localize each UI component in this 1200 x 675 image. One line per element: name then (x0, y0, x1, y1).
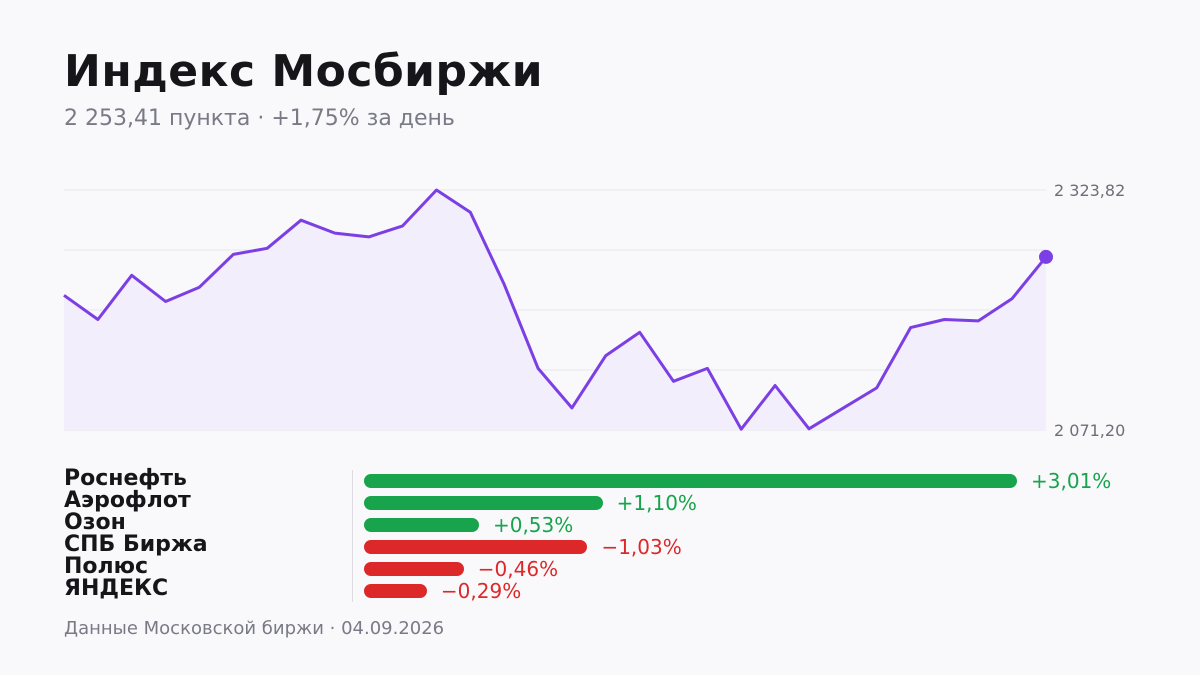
mover-bar (364, 540, 588, 554)
data-point (96, 318, 100, 322)
data-point (197, 285, 201, 289)
mover-name: Полюс (64, 554, 149, 579)
data-point (773, 384, 777, 388)
data-point (942, 318, 946, 322)
mover-name: Роснефть (64, 466, 187, 491)
mover-value: +3,01% (1031, 469, 1112, 493)
data-point (164, 299, 168, 303)
y-tick-label-min: 2 071,20 (1054, 421, 1125, 440)
data-point (672, 379, 676, 383)
data-point (807, 427, 811, 431)
data-point (62, 293, 66, 297)
index-line (63, 188, 1048, 431)
mover-name: СПБ Биржа (64, 532, 208, 557)
data-point (909, 326, 913, 330)
mover-value: +1,10% (616, 491, 697, 515)
mover-value: −0,29% (440, 579, 522, 603)
data-source-note: Данные Московской биржи · 04.09.2026 (64, 618, 445, 639)
data-point (265, 246, 269, 250)
mover-value: −1,03% (601, 535, 682, 559)
data-point (705, 366, 709, 370)
mover-name: Аэрофлот (64, 488, 191, 513)
data-point (536, 366, 540, 370)
mover-bar (364, 584, 427, 598)
mover-bar (364, 474, 1017, 488)
mover-value: +0,53% (492, 513, 574, 537)
data-point (502, 282, 506, 286)
data-point (401, 224, 405, 228)
data-point (367, 235, 371, 239)
index-line-chart: 2 323,82 2 071,20 (62, 181, 1125, 440)
data-point (976, 319, 980, 323)
data-point (875, 386, 879, 390)
mover-bar (364, 496, 603, 510)
mover-name: ЯНДЕКС (64, 576, 169, 601)
data-point (434, 188, 438, 192)
top-movers-list: Роснефть +3,01% Аэрофлот +1,10% Озон +0,… (0, 466, 1200, 608)
index-area-fill (64, 190, 1046, 430)
data-point (130, 273, 134, 277)
data-point (1010, 297, 1014, 301)
data-point (231, 252, 235, 256)
data-point (604, 354, 608, 358)
data-point (299, 218, 303, 222)
index-summary: 2 253,41 пункта · +1,75% за день (64, 106, 455, 131)
y-tick-label-max: 2 323,82 (1054, 181, 1125, 200)
mover-value: −0,46% (477, 557, 559, 581)
data-point (570, 406, 574, 410)
mover-bar (364, 518, 479, 532)
data-point (841, 406, 845, 410)
data-point (739, 427, 743, 431)
page-title: Индекс Мосбиржи (64, 46, 544, 97)
movers-divider (352, 470, 353, 602)
index-last-value-dot (1039, 249, 1053, 264)
data-point (333, 231, 337, 235)
data-point (638, 330, 642, 334)
mover-name: Озон (64, 510, 126, 535)
mover-bar (364, 562, 464, 576)
data-point (468, 210, 472, 214)
